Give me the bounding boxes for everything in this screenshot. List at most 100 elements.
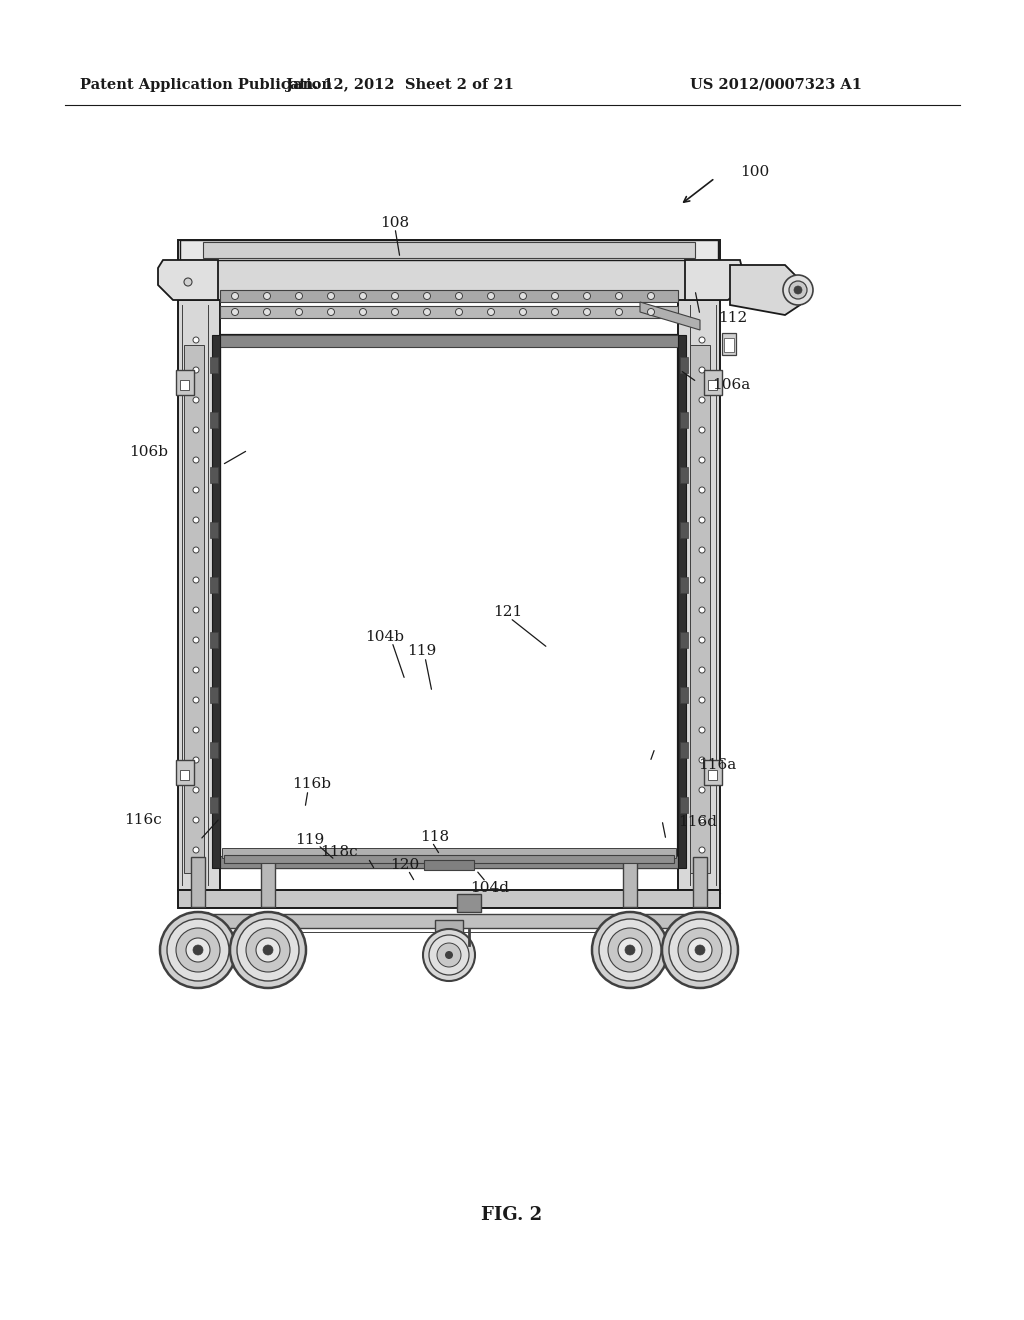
Circle shape <box>699 607 705 612</box>
Circle shape <box>186 939 210 962</box>
Circle shape <box>699 426 705 433</box>
Circle shape <box>231 309 239 315</box>
Bar <box>180 380 189 389</box>
Bar <box>210 797 218 813</box>
Text: 106a: 106a <box>712 378 751 392</box>
Circle shape <box>193 577 199 583</box>
Circle shape <box>618 939 642 962</box>
Bar <box>680 797 688 813</box>
Bar <box>186 913 712 928</box>
Circle shape <box>699 697 705 704</box>
Circle shape <box>615 309 623 315</box>
Bar <box>680 412 688 428</box>
Circle shape <box>699 517 705 523</box>
Bar <box>678 335 686 869</box>
Text: Patent Application Publication: Patent Application Publication <box>80 78 332 92</box>
Circle shape <box>429 935 469 975</box>
Bar <box>212 335 220 869</box>
Text: Jan. 12, 2012  Sheet 2 of 21: Jan. 12, 2012 Sheet 2 of 21 <box>286 78 514 92</box>
Bar <box>680 577 688 593</box>
Bar <box>724 338 734 352</box>
Circle shape <box>237 919 299 981</box>
Bar <box>188 912 208 928</box>
Bar <box>424 861 474 870</box>
Circle shape <box>688 939 712 962</box>
Circle shape <box>391 309 398 315</box>
Text: 120: 120 <box>390 858 420 873</box>
Circle shape <box>193 697 199 704</box>
Bar <box>678 260 720 890</box>
Bar <box>705 760 722 785</box>
Circle shape <box>699 337 705 343</box>
Bar <box>680 686 688 704</box>
Text: 112: 112 <box>718 312 748 325</box>
Circle shape <box>699 817 705 822</box>
Circle shape <box>193 756 199 763</box>
Text: 118: 118 <box>421 830 450 843</box>
Circle shape <box>584 293 591 300</box>
Circle shape <box>699 577 705 583</box>
Circle shape <box>193 787 199 793</box>
Circle shape <box>176 928 220 972</box>
Circle shape <box>193 817 199 822</box>
Circle shape <box>552 309 558 315</box>
Circle shape <box>184 279 193 286</box>
Circle shape <box>699 847 705 853</box>
Circle shape <box>193 607 199 612</box>
Bar <box>210 686 218 704</box>
Circle shape <box>699 487 705 492</box>
Circle shape <box>699 727 705 733</box>
Bar <box>680 467 688 483</box>
Circle shape <box>193 847 199 853</box>
Polygon shape <box>158 260 218 300</box>
Bar <box>708 380 717 389</box>
Bar <box>220 855 678 869</box>
Circle shape <box>647 309 654 315</box>
Circle shape <box>519 293 526 300</box>
Text: 116d: 116d <box>678 814 717 829</box>
Circle shape <box>263 293 270 300</box>
Bar <box>203 242 695 257</box>
Text: 104b: 104b <box>366 630 404 644</box>
Circle shape <box>296 309 302 315</box>
Circle shape <box>695 945 705 954</box>
Circle shape <box>256 939 280 962</box>
Circle shape <box>328 309 335 315</box>
Circle shape <box>263 309 270 315</box>
Bar <box>261 857 275 907</box>
Bar <box>180 240 718 260</box>
Circle shape <box>231 293 239 300</box>
Bar <box>210 632 218 648</box>
Bar <box>690 345 710 873</box>
Text: 104d: 104d <box>470 880 510 895</box>
Bar <box>184 345 204 873</box>
Circle shape <box>160 912 236 987</box>
Circle shape <box>790 281 807 300</box>
Bar <box>210 521 218 539</box>
Bar <box>690 912 710 928</box>
Circle shape <box>167 919 229 981</box>
Bar <box>220 306 678 318</box>
Circle shape <box>193 397 199 403</box>
Bar <box>705 370 722 395</box>
Circle shape <box>193 367 199 374</box>
Circle shape <box>193 667 199 673</box>
Circle shape <box>699 397 705 403</box>
Bar <box>191 857 205 907</box>
Circle shape <box>699 756 705 763</box>
Bar <box>620 912 640 928</box>
Text: 116b: 116b <box>293 777 332 791</box>
Circle shape <box>193 457 199 463</box>
Circle shape <box>328 293 335 300</box>
Circle shape <box>519 309 526 315</box>
Circle shape <box>391 293 398 300</box>
Bar <box>220 335 678 869</box>
Bar <box>680 632 688 648</box>
Circle shape <box>699 667 705 673</box>
Text: US 2012/0007323 A1: US 2012/0007323 A1 <box>690 78 862 92</box>
Text: 119: 119 <box>408 644 436 657</box>
Bar <box>680 521 688 539</box>
Circle shape <box>487 293 495 300</box>
Circle shape <box>592 912 668 987</box>
Circle shape <box>193 517 199 523</box>
